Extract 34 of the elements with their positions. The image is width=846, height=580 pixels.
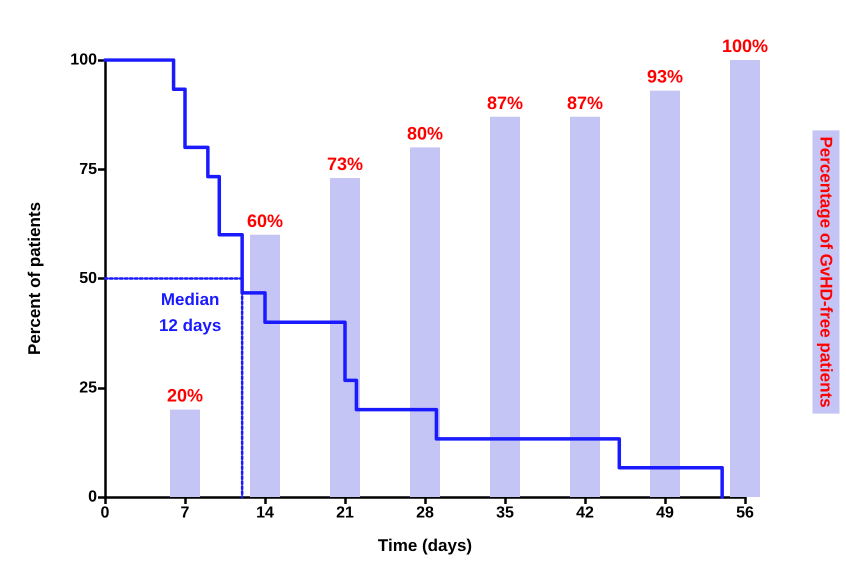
x-tick-label: 42 (576, 504, 594, 522)
bar (410, 147, 440, 497)
x-tick-label: 14 (256, 504, 274, 522)
annotation: Median 12 days (158, 290, 222, 335)
x-tick-label: 21 (336, 504, 354, 522)
y-tick-label: 25 (79, 379, 98, 396)
data-label: 87% (486, 92, 524, 113)
data-label: 80% (406, 123, 444, 144)
y-tick-label: 0 (88, 488, 98, 506)
x-tick-label: 35 (496, 504, 514, 522)
bar (490, 116, 520, 497)
bar (570, 116, 600, 497)
bar (650, 90, 680, 497)
x-tick-label: 0 (100, 504, 110, 522)
bar (730, 60, 760, 497)
bar (330, 178, 360, 497)
data-label: 87% (566, 92, 604, 113)
y2-axis-title: Percentage of GvHD-free patients (816, 136, 836, 408)
x-tick-label: 7 (180, 504, 190, 522)
data-label: 20% (166, 386, 204, 406)
y-tick-label: 50 (79, 270, 98, 287)
data-label: 60% (246, 210, 284, 231)
y-axis-title: Percent of patients (25, 202, 44, 356)
x-tick-label: 49 (656, 504, 674, 522)
x-tick-label: 56 (736, 504, 754, 522)
data-label: 93% (646, 66, 684, 87)
y-tick-label: 75 (79, 160, 98, 178)
x-axis-title: Time (days) (378, 536, 472, 555)
x-tick-label: 28 (416, 504, 434, 522)
bar (250, 234, 280, 497)
data-label: 100% (722, 36, 768, 56)
bar (170, 410, 200, 497)
y-tick-label: 100 (70, 52, 98, 68)
data-label: 73% (326, 154, 364, 174)
